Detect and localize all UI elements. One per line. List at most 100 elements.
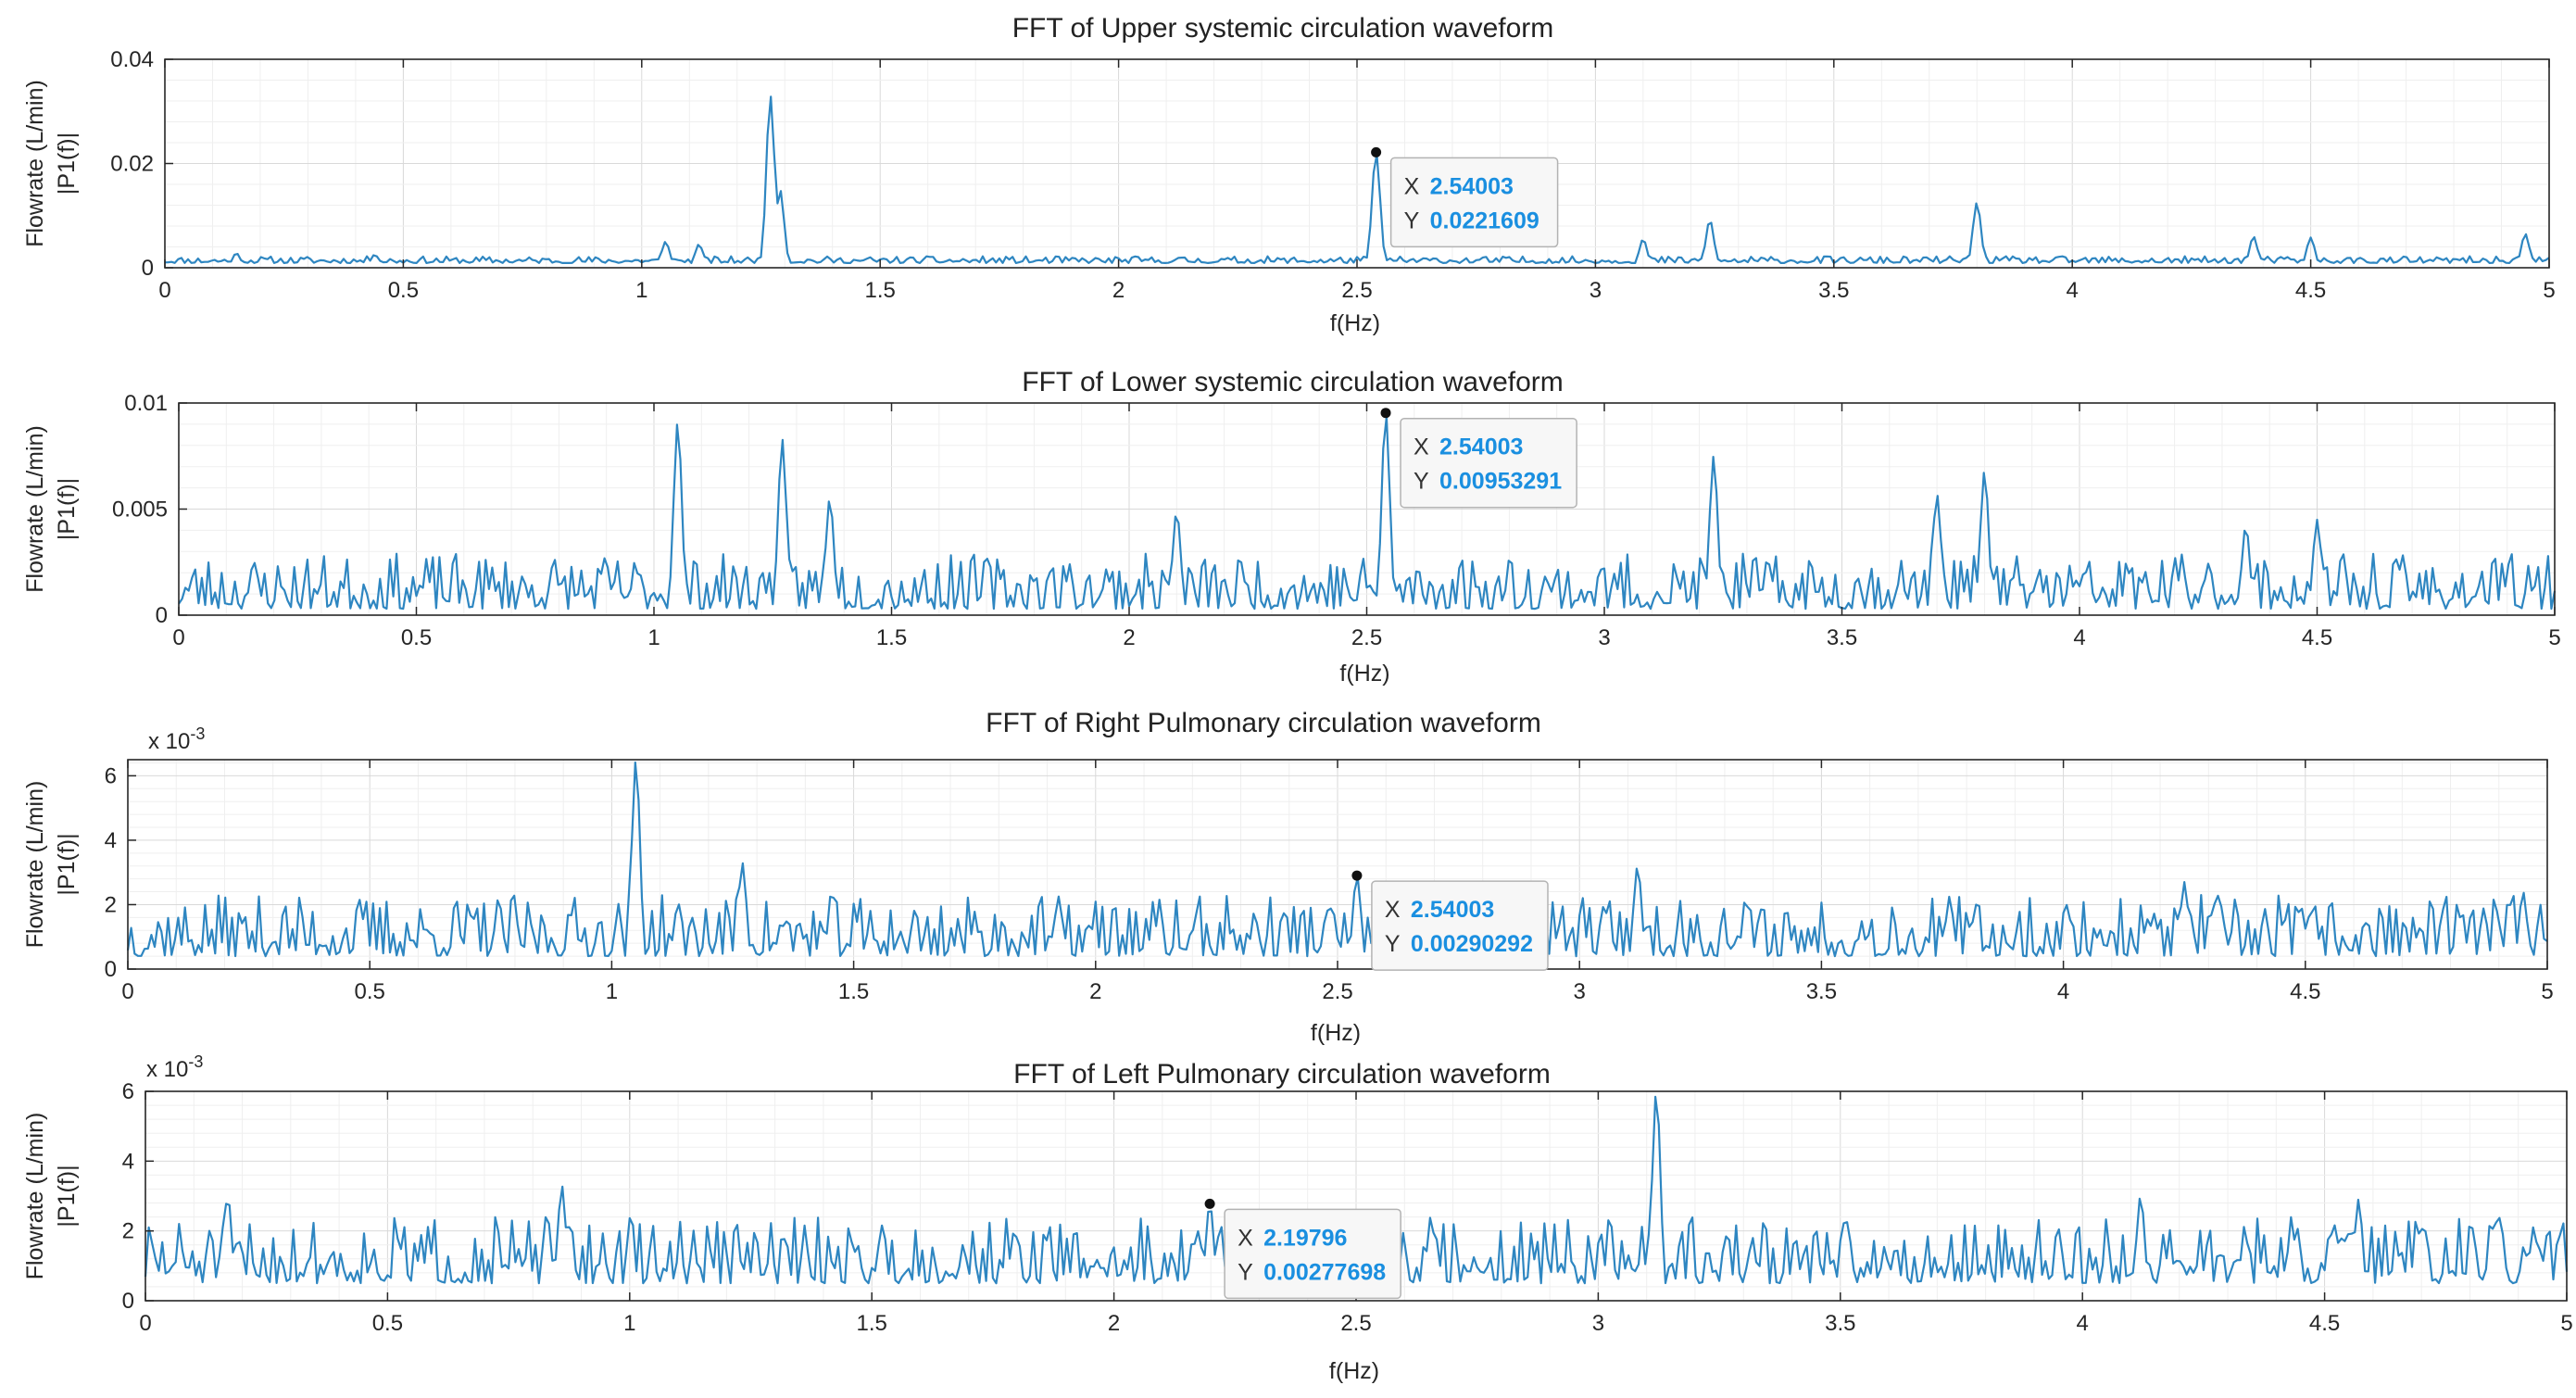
x-tick-label: 3 (1590, 278, 1602, 303)
datatip-marker (1204, 1198, 1215, 1209)
x-tick-label: 0 (172, 625, 184, 650)
datatip-box (1371, 880, 1549, 971)
datatip-marker (1351, 870, 1363, 881)
x-tick-label: 2 (1112, 278, 1125, 303)
x-tick-label: 5 (2560, 1311, 2572, 1336)
x-tick-label: 2.5 (1340, 1311, 1371, 1336)
x-tick-label: 1.5 (857, 1311, 887, 1336)
y-tick-label: 0 (142, 256, 154, 281)
datatip-x-label: X (1414, 435, 1429, 460)
fft-series-line (126, 761, 2548, 958)
y-tick-label: 6 (105, 763, 117, 788)
x-tick-label: 2 (1089, 979, 1101, 1004)
datatip: XY 2.54003 0.0221609 (1389, 157, 1559, 248)
x-tick-label: 2.5 (1341, 278, 1372, 303)
x-tick-label: 2.5 (1322, 979, 1352, 1004)
y-axis-label: Flowrate (L/min) (22, 1113, 48, 1280)
x-axis-label: f(Hz) (1339, 661, 1389, 686)
x-tick-label: 2 (1108, 1311, 1120, 1336)
y-tick-label: 0 (156, 603, 168, 628)
x-axis-label: f(Hz) (1330, 310, 1380, 336)
y-axis-exponent: -3 (190, 724, 205, 743)
subplot-3: 0 0.5 1 1.5 2 2.5 3 3.5 4 4.5 5 0 2 4 6 x 10-3 FFT of Ri… (22, 708, 2554, 1046)
subplot-1: 0 0.5 1 1.5 2 2.5 3 3.5 4 4.5 5 0 0.02 0.04 FFT of Upp… (22, 13, 2556, 336)
x-tick-label: 3.5 (1818, 278, 1849, 303)
y-tick-label: 2 (122, 1219, 134, 1244)
datatip-box (1389, 157, 1559, 248)
x-tick-label: 1 (623, 1311, 635, 1336)
datatip-x-label: X (1385, 897, 1401, 923)
x-tick-label: 2.5 (1351, 625, 1382, 650)
y-axis-label: Flowrate (L/min) (22, 781, 48, 949)
y-axis-label: Flowrate (L/min) (22, 80, 48, 247)
chart-title: FFT of Upper systemic circulation wavefo… (1012, 13, 1554, 44)
x-tick-label: 3.5 (1825, 1311, 1855, 1336)
x-tick-label: 5 (2543, 278, 2555, 303)
datatip: XY 2.54003 0.00953291 (1400, 417, 1577, 509)
datatip-x-value: 2.54003 (1430, 173, 1514, 199)
datatip-y-label: Y (1385, 931, 1401, 957)
x-tick-label: 4 (2073, 625, 2085, 650)
x-tick-label: 1.5 (876, 625, 907, 650)
y-tick-label: 4 (122, 1149, 134, 1174)
x-tick-label: 4.5 (2302, 625, 2332, 650)
y-axis-exponent: -3 (188, 1052, 203, 1071)
y-axis-multiplier: x 10-3 (146, 1052, 203, 1082)
x-tick-label: 1 (635, 278, 647, 303)
x-tick-label: 0 (121, 979, 133, 1004)
datatip-y-label: Y (1404, 208, 1420, 233)
x-tick-label: 2 (1123, 625, 1135, 650)
x-tick-label: 1 (647, 625, 660, 650)
fft-series-line (178, 415, 2557, 611)
y-tick-label: 0.01 (124, 391, 168, 416)
datatip-y-value: 0.00953291 (1439, 469, 1562, 495)
x-axis-label: f(Hz) (1311, 1020, 1361, 1046)
x-tick-label: 0.5 (401, 625, 432, 650)
datatip-y-value: 0.00277698 (1263, 1259, 1386, 1285)
x-tick-label: 3.5 (1806, 979, 1837, 1004)
datatip-y-value: 0.0221609 (1430, 208, 1539, 233)
x-tick-label: 0.5 (372, 1311, 403, 1336)
datatip-x-value: 2.54003 (1439, 435, 1523, 460)
chart-title: FFT of Lower systemic circulation wavefo… (1022, 367, 1564, 397)
y-axis-label-secondary: |P1(f)| (54, 833, 80, 895)
x-tick-label: 3 (1592, 1311, 1604, 1336)
chart-title: FFT of Right Pulmonary circulation wavef… (986, 708, 1541, 738)
datatip-box (1224, 1208, 1401, 1300)
y-tick-label: 0 (105, 957, 117, 982)
datatip: XY 2.19796 0.00277698 (1224, 1208, 1401, 1300)
subplot-2: 0 0.5 1 1.5 2 2.5 3 3.5 4 4.5 5 0 0.005 0.01 FFT of Lo… (22, 367, 2561, 686)
datatip-x-label: X (1238, 1225, 1253, 1251)
datatip-x-value: 2.19796 (1263, 1225, 1347, 1251)
x-tick-label: 1.5 (865, 278, 896, 303)
x-tick-label: 3 (1598, 625, 1610, 650)
datatip-y-value: 0.00290292 (1411, 931, 1533, 957)
y-axis-label: Flowrate (L/min) (22, 425, 48, 593)
x-tick-label: 5 (2541, 979, 2553, 1004)
y-tick-label: 2 (105, 892, 117, 917)
x-tick-label: 4 (2057, 979, 2069, 1004)
datatip-marker (1371, 146, 1382, 157)
y-tick-label: 6 (122, 1079, 134, 1104)
y-tick-label: 0.02 (110, 152, 154, 177)
datatip-marker (1380, 408, 1391, 419)
y-axis-multiplier: x 10-3 (148, 724, 205, 754)
x-tick-label: 5 (2548, 625, 2560, 650)
x-tick-label: 4.5 (2309, 1311, 2340, 1336)
y-axis-label-secondary: |P1(f)| (54, 478, 80, 540)
datatip-box (1400, 417, 1577, 509)
x-tick-label: 3.5 (1827, 625, 1857, 650)
x-axis-label: f(Hz) (1329, 1358, 1379, 1384)
x-tick-label: 0.5 (388, 278, 419, 303)
y-tick-label: 0.04 (110, 47, 154, 72)
datatip-y-label: Y (1414, 469, 1429, 495)
x-tick-label: 1.5 (838, 979, 869, 1004)
x-tick-label: 4.5 (2295, 278, 2326, 303)
datatip-x-label: X (1404, 173, 1420, 199)
y-tick-label: 4 (105, 828, 117, 853)
x-tick-label: 3 (1574, 979, 1586, 1004)
x-tick-label: 1 (606, 979, 618, 1004)
y-tick-label: 0.005 (112, 497, 168, 523)
y-tick-label: 0 (122, 1289, 134, 1314)
